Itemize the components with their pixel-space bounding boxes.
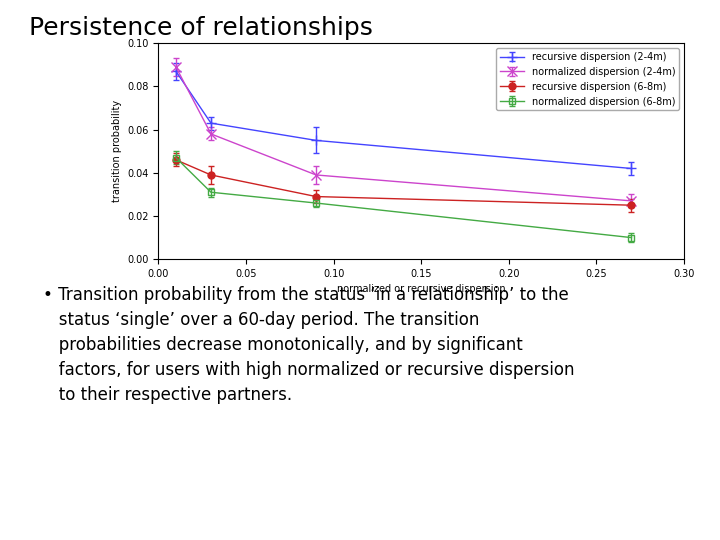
Legend: recursive dispersion (2-4m), normalized dispersion (2-4m), recursive dispersion : recursive dispersion (2-4m), normalized … <box>495 48 679 110</box>
X-axis label: normalized or recursive dispersion: normalized or recursive dispersion <box>337 285 505 294</box>
Text: Persistence of relationships: Persistence of relationships <box>29 16 373 40</box>
Text: • Transition probability from the status ‘in a relationship’ to the
   status ‘s: • Transition probability from the status… <box>43 286 575 404</box>
Y-axis label: transition probability: transition probability <box>112 100 122 202</box>
